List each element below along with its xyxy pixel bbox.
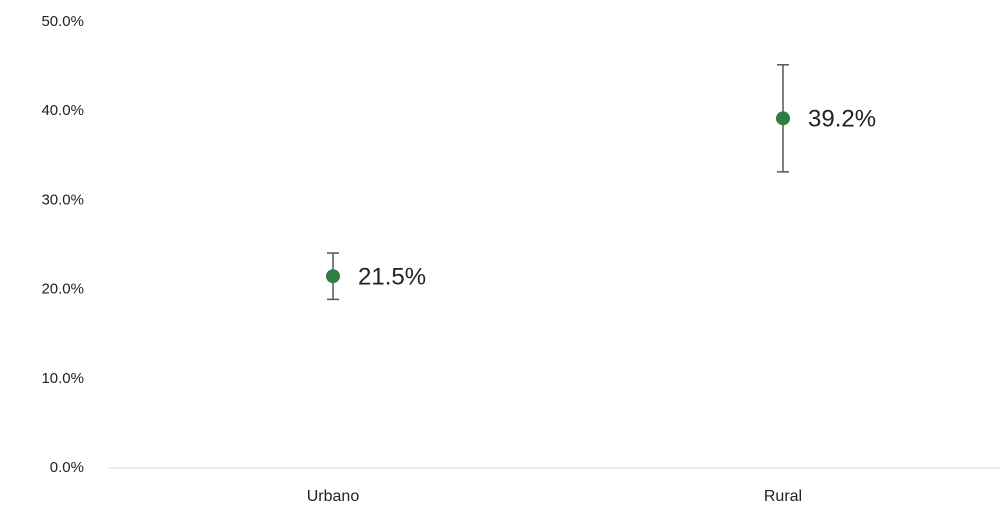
x-tick-label: Urbano [307,488,360,505]
data-label: 39.2% [808,106,876,133]
dot [776,111,790,126]
y-tick-label: 0.0% [50,459,84,476]
y-tick-label: 40.0% [41,102,84,119]
y-tick-label: 30.0% [41,191,84,208]
x-tick-label: Rural [764,488,802,505]
dot [326,269,340,284]
data-label: 21.5% [358,264,426,291]
y-tick-label: 10.0% [41,370,84,387]
y-tick-label: 20.0% [41,281,84,298]
y-tick-label: 50.0% [41,13,84,30]
